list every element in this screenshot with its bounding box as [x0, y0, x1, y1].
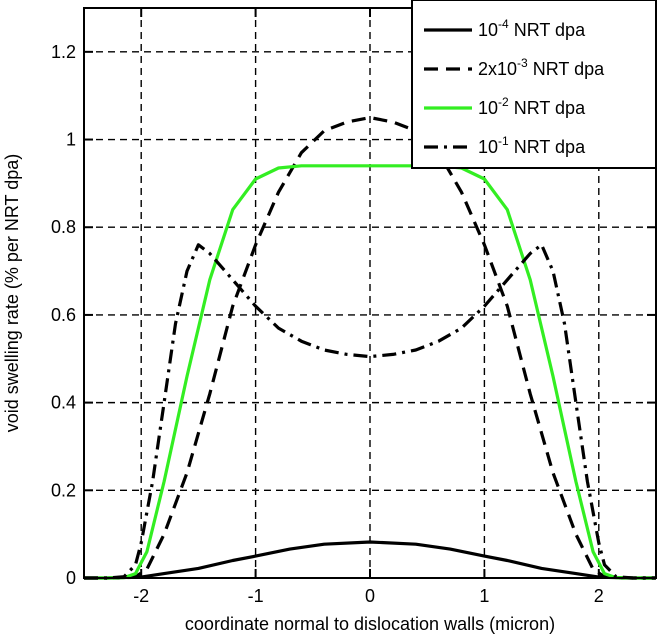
series-line-3 [84, 164, 656, 580]
x-tick-label: 0 [365, 586, 375, 606]
legend-label-4: 10-1 NRT dpa [478, 134, 586, 157]
series-line-1 [84, 540, 656, 580]
y-tick-label: 0.2 [51, 480, 76, 500]
y-tick-label: 1 [66, 130, 76, 150]
x-tick-label: 1 [479, 586, 489, 606]
legend-label-1: 10-4 NRT dpa [478, 17, 586, 40]
y-tick-label: 0.6 [51, 305, 76, 325]
series-group [84, 115, 656, 580]
x-tick-label: -1 [248, 586, 264, 606]
y-tick-label: 0.4 [51, 393, 76, 413]
x-axis-title: coordinate normal to dislocation walls (… [185, 614, 555, 634]
legend-box [411, 0, 657, 169]
series-line-4 [84, 243, 656, 580]
legend-label-2: 2x10-3 NRT dpa [478, 56, 605, 79]
y-axis-title: void swelling rate (% per NRT dpa) [2, 154, 22, 432]
y-tick-label: 0 [66, 568, 76, 588]
x-tick-label: 2 [594, 586, 604, 606]
grid [84, 8, 656, 579]
x-tick-label: -2 [133, 586, 149, 606]
axis-tick-labels: -2 -1 0 1 2 0 0.2 0.4 0.6 0.8 1 1.2 [51, 42, 604, 606]
legend-label-3: 10-2 NRT dpa [478, 95, 586, 118]
y-tick-label: 1.2 [51, 42, 76, 62]
legend: 10-4 NRT dpa 2x10-3 NRT dpa 10-2 NRT dpa 10… [411, 0, 657, 169]
y-tick-label: 0.8 [51, 217, 76, 237]
